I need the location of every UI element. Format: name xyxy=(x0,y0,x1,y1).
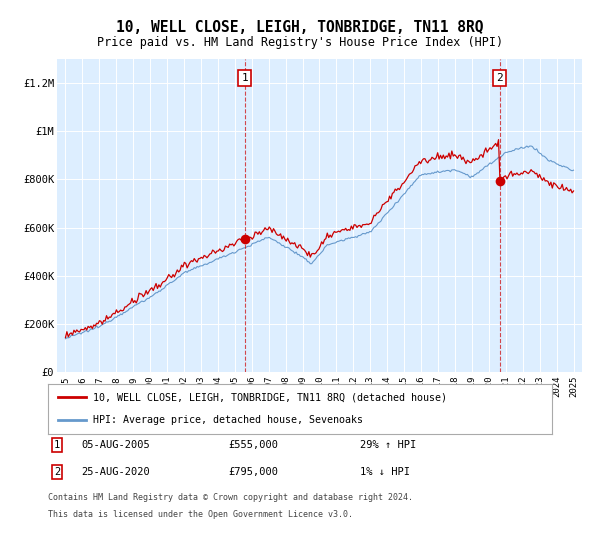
Text: HPI: Average price, detached house, Sevenoaks: HPI: Average price, detached house, Seve… xyxy=(94,416,364,426)
Text: 2: 2 xyxy=(54,467,60,477)
Text: 2: 2 xyxy=(496,73,503,83)
Text: 1: 1 xyxy=(242,73,248,83)
Text: 1% ↓ HPI: 1% ↓ HPI xyxy=(360,467,410,477)
Text: 05-AUG-2005: 05-AUG-2005 xyxy=(81,440,150,450)
Text: 10, WELL CLOSE, LEIGH, TONBRIDGE, TN11 8RQ: 10, WELL CLOSE, LEIGH, TONBRIDGE, TN11 8… xyxy=(116,20,484,35)
Text: Contains HM Land Registry data © Crown copyright and database right 2024.: Contains HM Land Registry data © Crown c… xyxy=(48,493,413,502)
Text: 1: 1 xyxy=(54,440,60,450)
Text: £555,000: £555,000 xyxy=(228,440,278,450)
Text: 10, WELL CLOSE, LEIGH, TONBRIDGE, TN11 8RQ (detached house): 10, WELL CLOSE, LEIGH, TONBRIDGE, TN11 8… xyxy=(94,392,448,402)
Text: £795,000: £795,000 xyxy=(228,467,278,477)
Text: 25-AUG-2020: 25-AUG-2020 xyxy=(81,467,150,477)
Text: 29% ↑ HPI: 29% ↑ HPI xyxy=(360,440,416,450)
Text: This data is licensed under the Open Government Licence v3.0.: This data is licensed under the Open Gov… xyxy=(48,510,353,519)
Text: Price paid vs. HM Land Registry's House Price Index (HPI): Price paid vs. HM Land Registry's House … xyxy=(97,36,503,49)
